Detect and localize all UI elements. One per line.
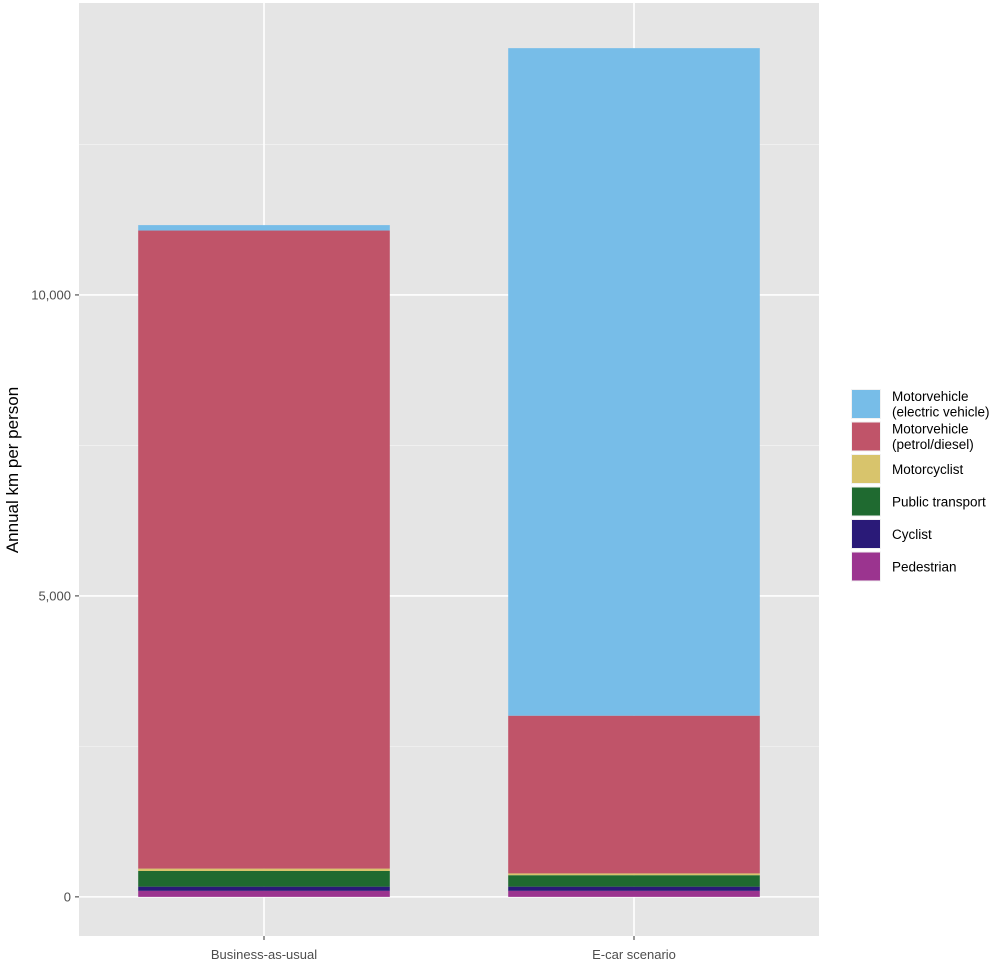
legend-label: Motorvehicle (petrol/diesel) [892, 422, 974, 453]
legend-label: Motorcyclist [892, 462, 964, 477]
y-tick-label: 5,000 [38, 588, 71, 603]
bar-segment-motorvehicle [508, 48, 760, 716]
bar-segment-motorcyclist [508, 873, 760, 876]
bar-segment-cyclist [138, 886, 390, 891]
y-tick-label: 10,000 [31, 287, 71, 302]
bars [138, 48, 760, 897]
legend-label: Motorvehicle (electric vehicle) [892, 389, 990, 420]
y-tick-label: 0 [64, 889, 71, 904]
bar-segment-motorvehicle [138, 225, 390, 231]
x-tick-label: E-car scenario [592, 947, 676, 962]
bar-segment-pedestrian [138, 890, 390, 897]
legend-swatch [852, 390, 880, 418]
bar-segment-public-transport [138, 870, 390, 887]
bar-segment-motorvehicle [138, 230, 390, 869]
bar-segment-motorvehicle [508, 715, 760, 874]
x-axis: Business-as-usual E-car scenario [211, 936, 676, 962]
y-axis-title: Annual km per person [3, 387, 22, 553]
legend-label: Pedestrian [892, 560, 957, 575]
x-tick-label: Business-as-usual [211, 947, 317, 962]
bar-segment-public-transport [508, 875, 760, 887]
legend-swatch [852, 455, 880, 483]
legend-swatch [852, 552, 880, 581]
legend-swatch [852, 422, 880, 451]
legend-label: Cyclist [892, 527, 932, 542]
bar-segment-cyclist [508, 886, 760, 891]
bar-segment-pedestrian [508, 890, 760, 897]
legend-swatch [852, 487, 880, 516]
bar-segment-motorcyclist [138, 868, 390, 871]
legend-label: Public transport [892, 495, 986, 510]
legend-swatch [852, 520, 880, 548]
y-axis: 0 5,000 10,000 [31, 287, 79, 904]
legend: Motorvehicle (electric vehicle)Motorvehic… [851, 389, 990, 582]
